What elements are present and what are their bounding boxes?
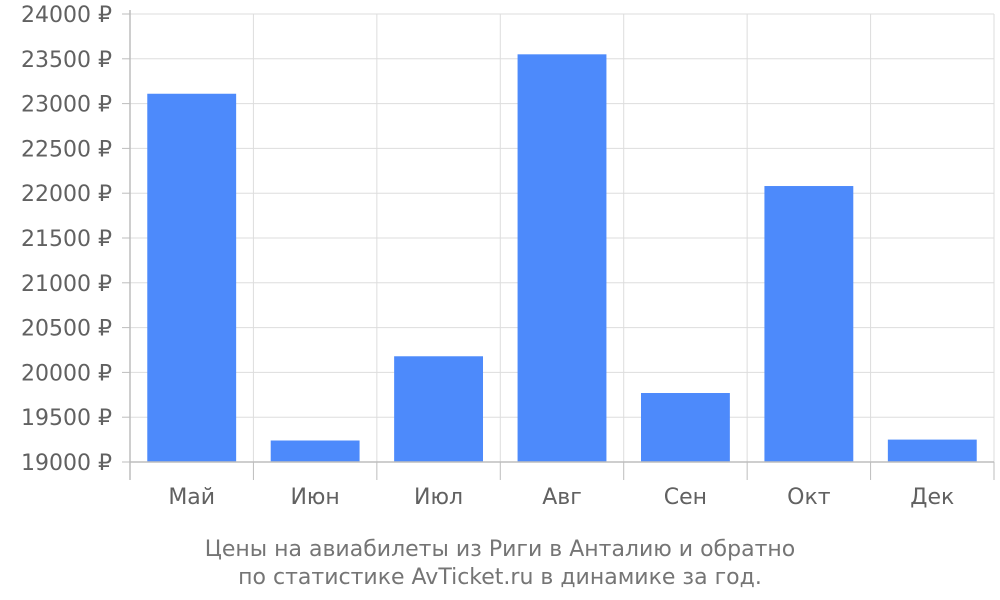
bars xyxy=(147,54,977,463)
chart-caption-line-1: Цены на авиабилеты из Риги в Анталию и о… xyxy=(205,537,795,562)
x-tick-label: Дек xyxy=(910,485,954,510)
y-tick-label: 20500 ₽ xyxy=(21,317,112,342)
y-tick-label: 21500 ₽ xyxy=(21,227,112,252)
y-tick-label: 23000 ₽ xyxy=(21,93,112,118)
y-tick-label: 20000 ₽ xyxy=(21,361,112,386)
axes xyxy=(122,10,995,480)
y-axis-ticks: 19000 ₽ 19500 ₽ 20000 ₽ 20500 ₽ 21000 ₽ 21500… xyxy=(21,3,112,476)
x-tick-label: Июн xyxy=(290,485,339,510)
x-tick-label: Авг xyxy=(542,485,582,510)
bar-1 xyxy=(147,93,237,462)
x-tick-label: Май xyxy=(168,485,215,510)
y-tick-label: 21000 ₽ xyxy=(21,272,112,297)
y-tick-label: 22000 ₽ xyxy=(21,182,112,207)
bar-7 xyxy=(887,439,977,462)
y-tick-label: 19000 ₽ xyxy=(21,451,112,476)
y-tick-label: 19500 ₽ xyxy=(21,406,112,431)
bar-5 xyxy=(640,393,730,462)
bar-6 xyxy=(764,186,854,463)
bar-2 xyxy=(270,440,360,462)
y-tick-label: 23500 ₽ xyxy=(21,48,112,73)
y-tick-label: 22500 ₽ xyxy=(21,137,112,162)
bar-3 xyxy=(394,356,484,462)
x-tick-label: Окт xyxy=(787,485,831,510)
x-axis-ticks: Май Июн Июл Авг Сен Окт Дек xyxy=(168,485,954,510)
x-tick-label: Сен xyxy=(664,485,707,510)
bar-4 xyxy=(517,54,607,462)
chart-caption-line-2: по статистике AvTicket.ru в динамике за … xyxy=(238,565,762,590)
x-tick-label: Июл xyxy=(414,485,463,510)
y-tick-label: 24000 ₽ xyxy=(21,3,112,28)
